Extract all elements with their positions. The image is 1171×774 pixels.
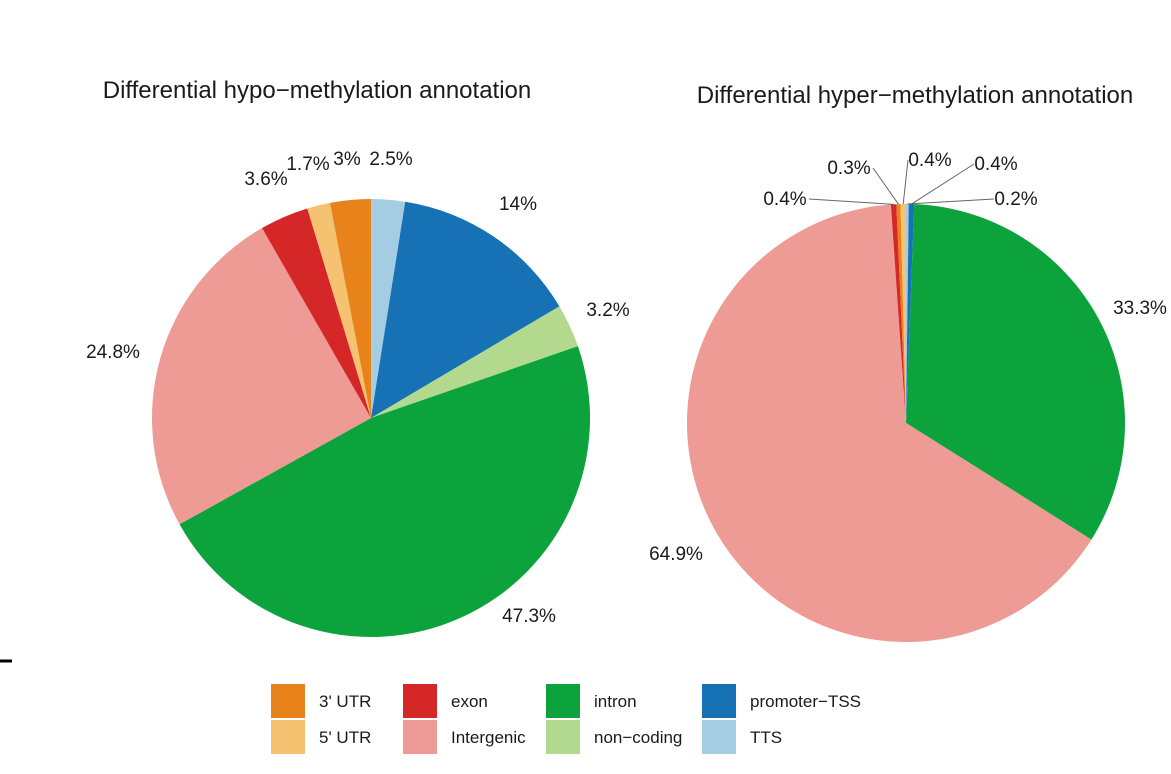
legend-item-tts: TTS	[702, 720, 782, 754]
slice-intergenic	[687, 204, 1092, 642]
hyper-slice-labels: 0.2% 0.4% 33.3% 64.9% 0.4% 0.3% 0.4%	[649, 150, 1167, 565]
legend-item-non-coding: non−coding	[546, 720, 682, 754]
slice-exon	[890, 204, 906, 423]
slice-label-3-utr: 0.3%	[827, 158, 870, 179]
slice-label-promoter-tss: 14%	[499, 194, 537, 215]
slice-label-5-utr: 1.7%	[286, 154, 329, 175]
leader-line-5-utr	[902, 159, 909, 205]
legend-swatch-promoter-tss	[702, 684, 736, 718]
slice-label-3-utr: 3%	[333, 149, 361, 170]
legend-item-5-utr: 5' UTR	[271, 720, 371, 754]
slice-label-5-utr: 0.4%	[908, 150, 951, 171]
slice-label-exon: 3.6%	[244, 169, 287, 190]
hypo-chart-title: Differential hypo−methylation annotation	[103, 77, 532, 104]
legend-swatch-intron	[546, 684, 580, 718]
legend-swatch-non-coding	[546, 720, 580, 754]
legend-label-non-coding: non−coding	[594, 728, 682, 747]
slice-label-intron: 47.3%	[502, 606, 556, 627]
hyper-methylation-pie: Differential hyper−methylation annotatio…	[649, 82, 1167, 642]
slice-non-coding	[371, 306, 578, 418]
slice-label-exon: 0.4%	[763, 189, 806, 210]
slice-exon	[262, 208, 371, 418]
legend-item-intergenic: Intergenic	[403, 720, 526, 754]
leader-line-3-utr	[872, 167, 899, 205]
legend-item-promoter-tss: promoter−TSS	[702, 684, 861, 718]
slice-promoter-tss	[906, 204, 915, 423]
legend-label-intron: intron	[594, 692, 637, 711]
hypo-slice-labels: 2.5% 14% 3.2% 47.3% 24.8% 3.6%1.7% 3%	[86, 149, 630, 627]
slice-intergenic	[151, 228, 371, 525]
legend-swatch-5-utr	[271, 720, 305, 754]
leader-line-tts	[907, 198, 995, 205]
hypo-methylation-pie: Differential hypo−methylation annotation…	[86, 77, 630, 638]
legend-item-exon: exon	[403, 684, 488, 718]
slice-3-utr	[330, 199, 371, 418]
slice-tts	[906, 204, 909, 423]
slice-tts	[371, 199, 406, 418]
slice-label-intergenic: 24.8%	[86, 342, 140, 363]
slice-intron	[179, 346, 591, 638]
legend-swatch-3-utr	[271, 684, 305, 718]
hypo-slices	[151, 199, 591, 638]
legend-swatch-tts	[702, 720, 736, 754]
slice-label-promoter-tss: 0.4%	[974, 154, 1017, 175]
slice-label-intergenic: 64.9%	[649, 544, 703, 565]
legend-item-3-utr: 3' UTR	[271, 684, 371, 718]
slice-5-utr	[900, 204, 906, 423]
legend-swatch-intergenic	[403, 720, 437, 754]
legend-label-promoter-tss: promoter−TSS	[750, 692, 861, 711]
slice-3-utr	[896, 204, 906, 423]
leader-line-exon	[808, 198, 894, 205]
hyper-slices	[687, 204, 1125, 642]
hyper-chart-title: Differential hyper−methylation annotatio…	[697, 82, 1134, 109]
legend-label-tts: TTS	[750, 728, 782, 747]
legend: 3' UTR 5' UTR exon Intergenic intron non−codi…	[271, 684, 861, 754]
legend-label-3-utr: 3' UTR	[319, 692, 371, 711]
legend-label-intergenic: Intergenic	[451, 728, 526, 747]
slice-label-non-coding: 3.2%	[586, 300, 629, 321]
slice-label-intron: 33.3%	[1113, 298, 1167, 319]
slice-label-tts: 2.5%	[369, 149, 412, 170]
slice-label-tts: 0.2%	[994, 189, 1037, 210]
slice-promoter-tss	[371, 201, 560, 418]
legend-label-5-utr: 5' UTR	[319, 728, 371, 747]
legend-item-intron: intron	[546, 684, 637, 718]
legend-swatch-exon	[403, 684, 437, 718]
leader-line-promoter-tss	[911, 163, 975, 205]
legend-label-exon: exon	[451, 692, 488, 711]
slice-5-utr	[307, 202, 371, 418]
slice-intron	[906, 204, 1125, 540]
